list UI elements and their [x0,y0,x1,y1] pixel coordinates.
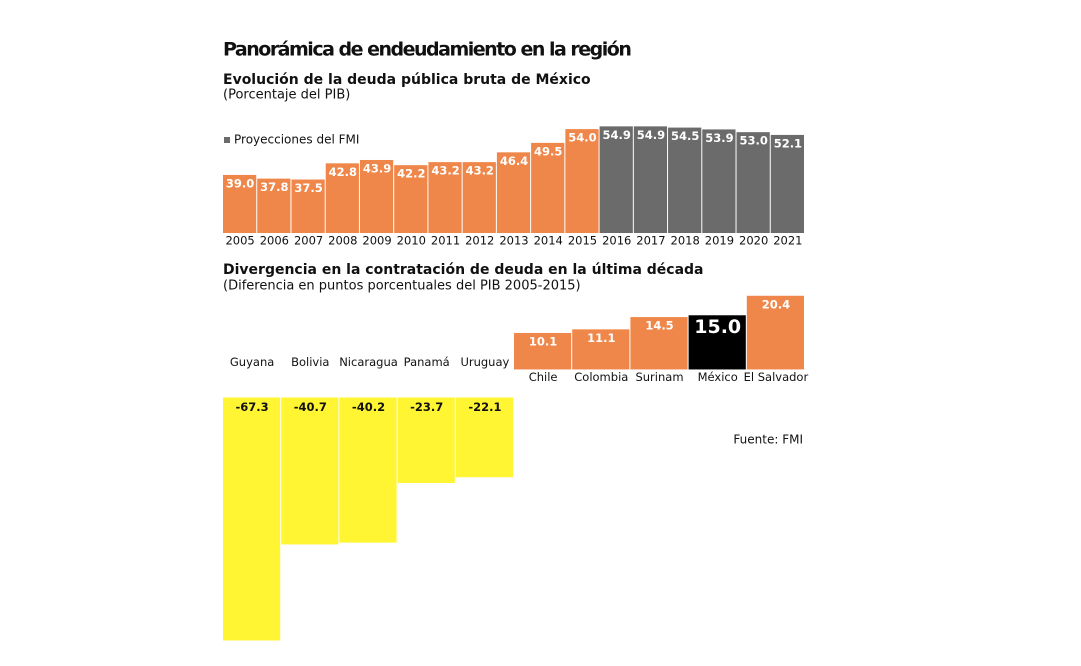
x-tick-label: 2007 [294,234,323,248]
bar [397,397,455,484]
value-label: 15.0 [694,316,741,338]
x-tick-label: 2013 [499,234,528,248]
bar [668,127,702,233]
x-tick-label: México [698,370,738,384]
bar [531,142,565,233]
value-label: 54.9 [637,128,665,142]
chart-title: Evolución de la deuda pública bruta de M… [223,72,591,88]
x-tick-label: Nicaragua [339,355,398,369]
x-tick-label: Guyana [230,355,274,369]
value-label: 37.5 [294,181,322,195]
x-tick-label: 2019 [705,234,734,248]
bar [565,129,599,233]
value-label: 42.2 [397,167,425,181]
value-label: 46.4 [500,154,528,168]
x-tick-label: Uruguay [460,355,509,369]
x-tick-label: Chile [529,370,558,384]
value-label: 53.0 [739,134,767,148]
x-tick-label: El Salvador [744,370,809,384]
bar [291,179,325,233]
bar [257,178,291,233]
bar [394,165,428,233]
value-label: -22.1 [468,400,501,414]
legend-swatch [224,137,230,143]
value-label: 20.4 [762,297,790,311]
value-label: 11.1 [587,331,615,345]
value-label: 54.9 [603,128,631,142]
value-label: -40.7 [294,400,327,414]
x-tick-label: Bolivia [291,355,329,369]
x-tick-label: 2012 [465,234,494,248]
x-tick-label: 2016 [602,234,631,248]
chart-subtitle: (Porcentaje del PIB) [223,88,350,103]
chart-subtitle: (Diferencia en puntos porcentuales del P… [223,279,581,294]
value-label: -40.2 [352,400,385,414]
bar [736,132,770,233]
bar [688,315,746,370]
bar [428,162,462,233]
bar [223,174,257,233]
bar [770,134,804,233]
x-tick-label: 2006 [260,234,289,248]
page-title: Panorámica de endeudamiento en la región [223,39,631,61]
bar [325,163,359,233]
bar [514,332,572,370]
bar [281,397,339,545]
bar [746,295,804,370]
value-label: 42.8 [329,165,357,179]
value-label: -23.7 [410,400,443,414]
legend-label: Proyecciones del FMI [234,133,359,147]
x-tick-label: Colombia [574,370,628,384]
value-label: 14.5 [645,319,673,333]
value-label: 43.2 [466,164,494,178]
bar [462,162,496,233]
bar [599,126,633,233]
value-label: 49.5 [534,144,562,158]
value-label: 37.8 [260,180,288,194]
value-label: 39.0 [226,176,254,190]
bar [630,317,688,370]
value-label: 54.0 [568,131,596,145]
x-tick-label: 2005 [225,234,254,248]
x-tick-label: 2017 [636,234,665,248]
x-tick-label: Panamá [404,355,450,369]
x-tick-label: 2015 [568,234,597,248]
value-label: 53.9 [705,131,733,145]
value-label: -67.3 [236,400,269,414]
value-label: 10.1 [529,334,557,348]
value-label: 43.2 [431,164,459,178]
bar [455,397,513,478]
chart-title: Divergencia en la contratación de deuda … [223,262,704,278]
value-label: 52.1 [774,136,802,150]
bar [496,152,531,233]
value-label: 54.5 [671,129,699,143]
x-tick-label: 2021 [773,234,802,248]
bar [702,129,736,233]
bar [223,397,281,641]
x-tick-label: Surinam [635,370,683,384]
x-tick-label: 2011 [431,234,460,248]
x-tick-label: 2008 [328,234,357,248]
bar [633,126,668,233]
x-tick-label: 2018 [671,234,700,248]
x-tick-label: 2010 [397,234,426,248]
bar [339,397,397,543]
bar [359,159,394,233]
bar [572,329,630,370]
value-label: 43.9 [363,161,391,175]
x-tick-label: 2014 [534,234,563,248]
source: Fuente: FMI [733,433,803,447]
x-tick-label: 2009 [362,234,391,248]
x-tick-label: 2020 [739,234,768,248]
